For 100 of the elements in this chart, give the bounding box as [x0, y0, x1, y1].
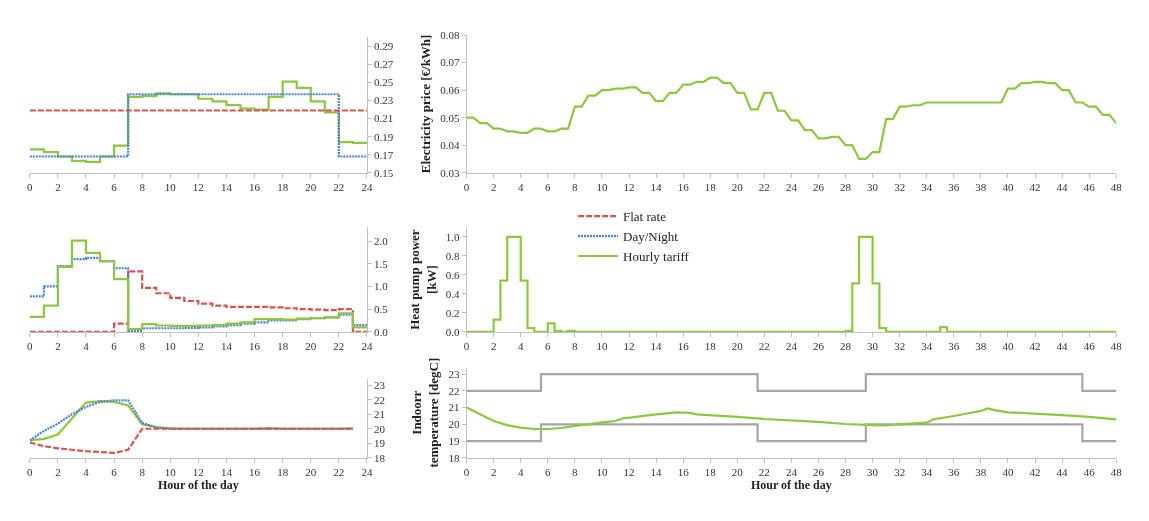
y-tick-label: 0.15	[374, 166, 394, 179]
x-tick-label: 16	[249, 180, 261, 193]
x-axis-title: Hour of the day	[157, 477, 239, 492]
x-tick-label: 8	[139, 465, 146, 478]
y-axis-title: Heat pump power [kW]	[406, 229, 439, 330]
x-tick-label: 8	[139, 340, 146, 353]
x-tick-label: 40	[1002, 465, 1014, 478]
y-tick-label: 0.04	[440, 139, 460, 152]
x-tick-label: 36	[948, 340, 960, 353]
line-series	[466, 406, 1117, 431]
y-tick-label: 1.0	[445, 230, 460, 243]
x-tick-label: 8	[139, 180, 146, 193]
x-tick-label: 2	[55, 340, 61, 353]
y-tick-label: 0.6	[445, 268, 460, 281]
y-tick-label: 0.21	[374, 112, 394, 125]
x-tick-label: 44	[1056, 465, 1069, 478]
x-tick-label: 8	[572, 465, 579, 478]
x-tick-label: 20	[305, 465, 317, 478]
x-tick-label: 24	[361, 465, 373, 478]
x-tick-label: 24	[785, 465, 798, 478]
x-tick-label: 22	[758, 180, 770, 193]
y-tick-label: 19	[448, 434, 460, 447]
x-tick-label: 20	[731, 465, 744, 478]
y-tick-label: 0.5	[374, 303, 389, 316]
y-tick-label: 0.2	[445, 306, 460, 319]
x-tick-label: 16	[677, 340, 690, 353]
y-tick-label: 0.27	[374, 58, 394, 71]
x-tick-label: 6	[111, 180, 118, 193]
x-axis-title: Hour of the day	[751, 477, 832, 492]
x-tick-label: 2	[490, 180, 497, 193]
y-tick-label: 22	[448, 384, 460, 397]
x-tick-label: 42	[1029, 340, 1041, 353]
y-tick-label: 19	[374, 437, 386, 450]
x-tick-label: 20	[731, 180, 744, 193]
x-tick-label: 20	[731, 340, 744, 353]
x-tick-label: 4	[83, 180, 90, 193]
x-tick-label: 6	[111, 340, 118, 353]
x-tick-label: 22	[333, 465, 345, 478]
legend-label: Day/Night	[623, 229, 679, 245]
x-tick-label: 46	[1083, 340, 1096, 353]
x-tick-label: 12	[623, 465, 635, 478]
x-tick-label: 14	[650, 465, 663, 478]
x-tick-label: 28	[840, 340, 852, 353]
y-tick-label: 23	[448, 368, 460, 381]
x-tick-label: 42	[1029, 465, 1041, 478]
y-tick-label: 18	[374, 451, 386, 464]
y-tick-label: 22	[374, 393, 386, 406]
x-tick-label: 4	[83, 465, 90, 478]
x-tick-label: 32	[894, 340, 906, 353]
x-tick-label: 14	[220, 180, 233, 193]
x-tick-label: 2	[55, 465, 61, 478]
x-tick-label: 24	[361, 180, 373, 193]
y-tick-label: 0.29	[374, 40, 394, 53]
x-tick-label: 0	[27, 465, 34, 478]
x-tick-label: 18	[277, 180, 289, 193]
x-tick-label: 10	[596, 340, 608, 353]
x-tick-label: 30	[867, 465, 879, 478]
x-tick-label: 48	[1110, 465, 1123, 478]
x-tick-label: 2	[490, 465, 497, 478]
x-tick-label: 22	[333, 340, 345, 353]
y-tick-label: 0.08	[440, 28, 460, 41]
x-tick-label: 4	[83, 340, 90, 353]
line-series	[29, 427, 354, 455]
x-tick-label: 24	[785, 180, 798, 193]
x-tick-label: 12	[192, 465, 204, 478]
y-tick-label: 2.0	[374, 234, 389, 247]
x-tick-label: 12	[623, 340, 635, 353]
x-tick-label: 36	[948, 465, 960, 478]
x-tick-label: 10	[164, 340, 177, 353]
legend-label: Flat rate	[623, 209, 667, 225]
x-tick-label: 6	[545, 465, 552, 478]
x-tick-label: 34	[921, 180, 933, 193]
y-tick-label: 21	[448, 401, 460, 414]
x-tick-label: 46	[1083, 180, 1096, 193]
x-tick-label: 48	[1110, 180, 1123, 193]
y-tick-label: 23	[374, 379, 386, 392]
x-tick-label: 38	[975, 465, 987, 478]
x-tick-label: 6	[111, 465, 118, 478]
x-tick-label: 44	[1056, 180, 1069, 193]
x-tick-label: 18	[704, 180, 717, 193]
x-tick-label: 6	[545, 180, 552, 193]
x-tick-label: 22	[333, 180, 345, 193]
x-tick-label: 0	[463, 180, 470, 193]
x-tick-label: 26	[812, 180, 825, 193]
x-tick-label: 24	[361, 340, 373, 353]
y-tick-label: 20	[374, 422, 386, 435]
x-tick-label: 40	[1002, 180, 1014, 193]
x-tick-label: 16	[249, 465, 261, 478]
x-tick-label: 30	[867, 340, 879, 353]
x-tick-label: 14	[220, 465, 233, 478]
y-tick-label: 20	[448, 418, 460, 431]
x-tick-label: 0	[463, 465, 470, 478]
x-tick-label: 2	[55, 180, 61, 193]
y-tick-label: 0.19	[374, 130, 394, 143]
x-tick-label: 12	[192, 340, 204, 353]
x-tick-label: 34	[921, 465, 933, 478]
x-tick-label: 38	[975, 340, 987, 353]
x-tick-label: 36	[948, 180, 960, 193]
x-tick-label: 14	[650, 340, 663, 353]
x-tick-label: 26	[812, 340, 825, 353]
